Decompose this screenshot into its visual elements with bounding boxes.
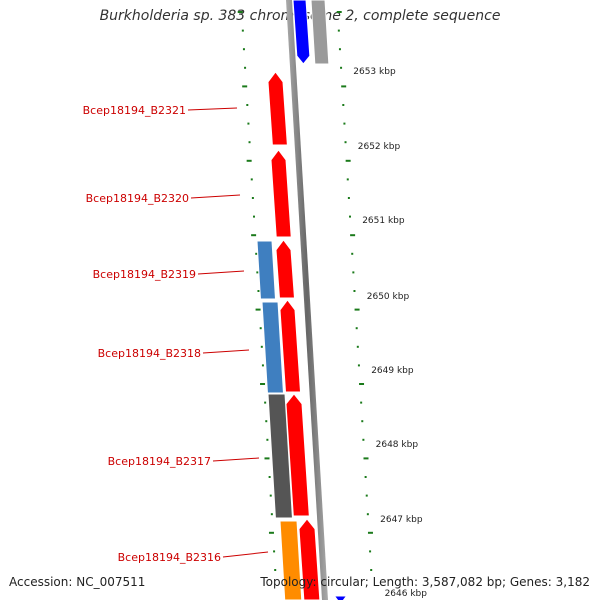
backbone-layer bbox=[286, 0, 328, 600]
gene-arrow-bcep18194_b2317[interactable] bbox=[285, 393, 310, 517]
scale-layer: 2653 kbp 2652 kbp 2651 kbp 2650 kbp 2649 kbp… bbox=[353, 67, 427, 599]
label-leader-line bbox=[222, 551, 269, 558]
scale-label: 2647 kbp bbox=[380, 515, 423, 525]
reverse-feature-blue-1[interactable] bbox=[256, 240, 277, 300]
label-leader-line bbox=[212, 457, 260, 462]
reverse-feature-blue-2[interactable] bbox=[261, 301, 284, 394]
label-layer: Bcep18194_B2321 Bcep18194_B2320 Bcep18194_… bbox=[83, 104, 269, 564]
scale-label: 2653 kbp bbox=[353, 67, 396, 77]
gene-layer bbox=[267, 71, 321, 600]
scale-label: 2652 kbp bbox=[358, 142, 401, 152]
reverse-feature-top[interactable] bbox=[310, 0, 330, 65]
gene-label[interactable]: Bcep18194_B2320 bbox=[86, 192, 189, 205]
scale-label: 2648 kbp bbox=[376, 440, 419, 450]
reverse-feature-orange[interactable] bbox=[279, 520, 303, 600]
gene-arrow-bcep18194_b2318[interactable] bbox=[279, 299, 302, 393]
label-leader-line bbox=[202, 349, 250, 354]
gene-arrow-bcep18194_b2319[interactable] bbox=[275, 239, 296, 299]
accession-text: Accession: NC_007511 bbox=[9, 575, 146, 589]
chromosome-backbone bbox=[286, 0, 328, 600]
gene-label[interactable]: Bcep18194_B2317 bbox=[108, 455, 211, 468]
gene-label[interactable]: Bcep18194_B2318 bbox=[98, 347, 201, 360]
forward-gene-bottom[interactable] bbox=[334, 595, 348, 600]
forward-gene-top[interactable] bbox=[292, 0, 311, 65]
feature-layer bbox=[256, 0, 348, 600]
label-leader-line bbox=[190, 194, 241, 199]
scale-label: 2651 kbp bbox=[362, 216, 405, 226]
topology-summary: Topology: circular; Length: 3,587,082 bp… bbox=[260, 575, 590, 589]
gene-arrow-bcep18194_b2321[interactable] bbox=[267, 71, 288, 146]
scale-label: 2646 kbp bbox=[385, 589, 428, 599]
reverse-feature-gray[interactable] bbox=[267, 393, 293, 519]
gene-label[interactable]: Bcep18194_B2316 bbox=[118, 551, 221, 564]
scale-label: 2649 kbp bbox=[371, 366, 414, 376]
label-leader-line bbox=[197, 270, 245, 275]
scale-label: 2650 kbp bbox=[367, 292, 410, 302]
tick-layer bbox=[237, 11, 373, 571]
gene-arrow-bcep18194_b2320[interactable] bbox=[270, 149, 292, 238]
gene-arrow-bcep18194_b2316[interactable] bbox=[298, 518, 321, 600]
gene-label[interactable]: Bcep18194_B2321 bbox=[83, 104, 186, 117]
gene-label[interactable]: Bcep18194_B2319 bbox=[93, 268, 196, 281]
label-leader-line bbox=[187, 107, 238, 111]
